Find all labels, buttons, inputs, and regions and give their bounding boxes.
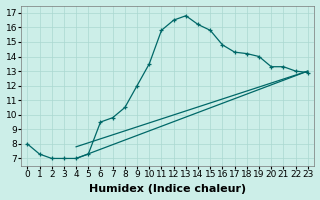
X-axis label: Humidex (Indice chaleur): Humidex (Indice chaleur): [89, 184, 246, 194]
